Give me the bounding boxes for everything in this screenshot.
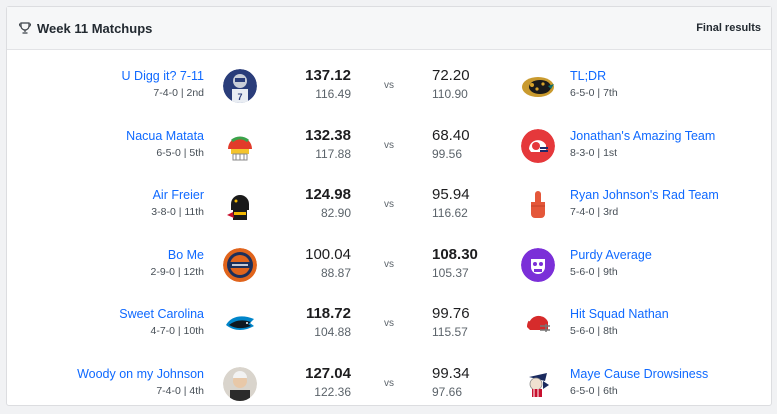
left-team-score: 100.04 (305, 245, 351, 263)
vs-label: vs (384, 199, 394, 211)
right-team-projected: 105.37 (432, 265, 469, 280)
right-team-name[interactable]: Hit Squad Nathan (570, 307, 669, 322)
left-team-projected: 122.36 (314, 384, 351, 399)
svg-text:7: 7 (237, 92, 242, 102)
right-team-record: 7-4-0 | 3rd (570, 206, 619, 219)
purple-badge-avatar[interactable] (521, 247, 555, 282)
person-avatar[interactable] (223, 366, 257, 401)
card-header: Week 11 Matchups Final results (7, 7, 771, 50)
left-team-projected: 104.88 (314, 325, 351, 340)
right-team-record: 6-5-0 | 7th (570, 87, 618, 99)
vs-label: vs (384, 318, 394, 330)
right-team-name[interactable]: Purdy Average (570, 247, 652, 262)
left-team-record: 2-9-0 | 12th (150, 265, 204, 278)
left-team-name[interactable]: Bo Me (167, 247, 204, 262)
left-team-record: 4-7-0 | 10th (150, 325, 204, 338)
right-team-name[interactable]: TL;DR (570, 69, 607, 83)
right-team-name[interactable]: Maye Cause Drowsiness (570, 366, 709, 381)
left-team-record: 7-4-0 | 2nd (153, 87, 204, 99)
broncos-logo-avatar[interactable] (223, 247, 257, 282)
right-team-projected: 99.56 (432, 146, 463, 161)
left-team-record: 6-5-0 | 5th (156, 146, 204, 159)
left-team-score: 137.12 (305, 67, 351, 84)
cowboys-player-avatar[interactable]: 7 (223, 69, 257, 103)
foam-finger-avatar[interactable] (521, 188, 555, 223)
left-team-projected: 117.88 (315, 146, 351, 161)
matchup-row[interactable]: Nacua Matata 6-5-0 | 5th 132.38 117.88 v… (7, 116, 771, 176)
left-team-score: 132.38 (305, 126, 351, 144)
page-title: Week 11 Matchups (37, 20, 153, 36)
matchup-row[interactable]: Air Freier 3-8-0 | 11th 124.98 82.90 vs … (7, 175, 771, 235)
patriot-avatar[interactable] (521, 366, 555, 401)
left-team-name[interactable]: Air Freier (152, 188, 204, 203)
right-team-score: 72.20 (432, 67, 470, 84)
left-team-name[interactable]: U Digg it? 7-11 (121, 69, 204, 83)
vs-label: vs (384, 139, 394, 151)
panthers-logo-avatar[interactable] (223, 307, 257, 342)
vs-label: vs (384, 377, 394, 389)
right-team-projected: 116.62 (432, 206, 468, 221)
matchup-list: U Digg it? 7-11 7-4-0 | 2nd 7 137.12 116… (7, 56, 771, 414)
trophy-icon (18, 21, 32, 35)
right-team-name[interactable]: Ryan Johnson's Rad Team (570, 188, 719, 203)
right-team-score: 99.34 (432, 364, 470, 382)
left-team-score: 127.04 (305, 364, 351, 382)
vs-label: vs (384, 258, 394, 270)
left-team-projected: 116.49 (315, 87, 351, 101)
matchup-row[interactable]: Bo Me 2-9-0 | 12th 100.04 88.87 vs 108.3… (7, 235, 771, 295)
right-team-score: 108.30 (432, 245, 478, 263)
left-team-name[interactable]: Nacua Matata (126, 128, 204, 143)
right-team-score: 95.94 (432, 186, 470, 204)
left-team-projected: 88.87 (320, 265, 351, 280)
right-team-projected: 97.66 (432, 384, 463, 399)
matchups-card: Week 11 Matchups Final results U Digg it… (6, 6, 772, 406)
steelers-player-avatar[interactable] (223, 188, 257, 223)
right-team-record: 6-5-0 | 6th (570, 384, 618, 397)
header-left: Week 11 Matchups (18, 21, 152, 36)
left-team-name[interactable]: Sweet Carolina (119, 307, 204, 322)
left-team-record: 3-8-0 | 11th (151, 206, 204, 219)
left-team-score: 124.98 (305, 186, 351, 204)
red-helmet-avatar[interactable] (521, 128, 555, 163)
right-team-score: 68.40 (432, 126, 470, 144)
left-team-projected: 82.90 (320, 206, 351, 221)
helmet-avatar[interactable] (223, 129, 257, 163)
status-label: Final results (696, 22, 761, 34)
right-team-record: 5-6-0 | 9th (570, 265, 618, 278)
left-team-score: 118.72 (305, 305, 351, 323)
right-team-record: 5-6-0 | 8th (570, 325, 618, 338)
matchup-row[interactable]: U Digg it? 7-11 7-4-0 | 2nd 7 137.12 116… (7, 56, 771, 116)
matchup-row[interactable]: Woody on my Johnson 7-4-0 | 4th 127.04 1… (7, 354, 771, 414)
right-team-record: 8-3-0 | 1st (570, 146, 618, 159)
right-team-projected: 115.57 (432, 325, 468, 340)
jaguars-logo-avatar[interactable] (521, 69, 555, 103)
left-team-record: 7-4-0 | 4th (156, 384, 204, 397)
vs-label: vs (384, 80, 394, 91)
matchup-row[interactable]: Sweet Carolina 4-7-0 | 10th 118.72 104.8… (7, 294, 771, 354)
red-helmet-avatar[interactable] (521, 307, 555, 342)
right-team-name[interactable]: Jonathan's Amazing Team (570, 128, 716, 143)
left-team-name[interactable]: Woody on my Johnson (77, 366, 204, 381)
right-team-projected: 110.90 (432, 87, 468, 101)
right-team-score: 99.76 (432, 305, 470, 323)
